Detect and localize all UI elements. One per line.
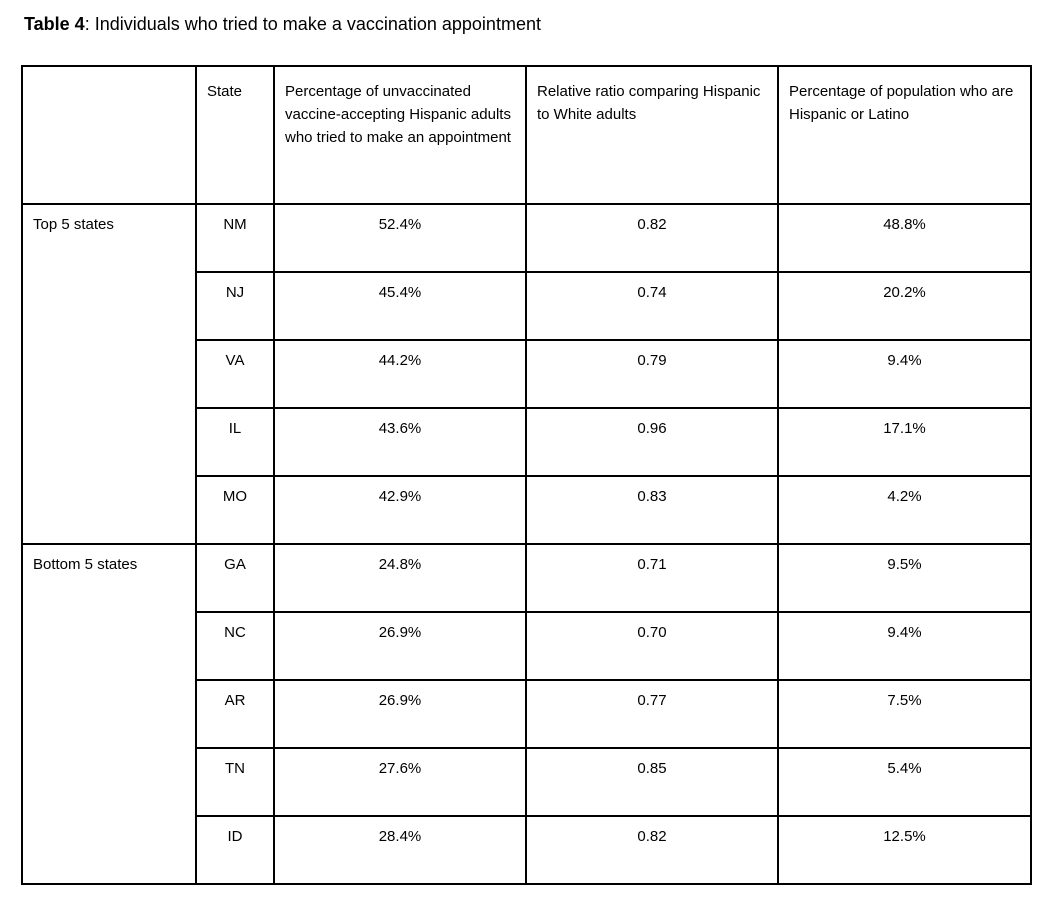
state-cell: VA [195, 339, 275, 409]
header-cell-state: State [195, 65, 275, 205]
state-cell: ID [195, 815, 275, 885]
ratio-cell: 0.83 [525, 475, 779, 545]
table-body: Top 5 states NM 52.4% 0.82 48.8% NJ 45.4… [21, 203, 1032, 885]
pct-tried-cell: 28.4% [273, 815, 527, 885]
header-cell-pct-population: Percentage of population who are Hispani… [777, 65, 1032, 205]
table-row: MO 42.9% 0.83 4.2% [22, 475, 1032, 545]
ratio-cell: 0.82 [525, 203, 779, 273]
page-title: Table 4: Individuals who tried to make a… [24, 13, 1064, 35]
ratio-cell: 0.85 [525, 747, 779, 817]
ratio-cell: 0.70 [525, 611, 779, 681]
pct-population-cell: 9.4% [777, 611, 1032, 681]
state-cell: NJ [195, 271, 275, 341]
document-page: Table 4: Individuals who tried to make a… [21, 13, 1064, 885]
header-cell-group [21, 65, 197, 205]
pct-population-cell: 48.8% [777, 203, 1032, 273]
table-row: NJ 45.4% 0.74 20.2% [22, 271, 1032, 341]
header-cell-pct-tried: Percentage of unvaccinated vaccine-accep… [273, 65, 527, 205]
pct-population-cell: 17.1% [777, 407, 1032, 477]
table-row: ID 28.4% 0.82 12.5% [22, 815, 1032, 885]
state-cell: NM [195, 203, 275, 273]
pct-population-cell: 9.5% [777, 543, 1032, 613]
table-row: AR 26.9% 0.77 7.5% [22, 679, 1032, 749]
ratio-cell: 0.96 [525, 407, 779, 477]
table-row: NC 26.9% 0.70 9.4% [22, 611, 1032, 681]
table-header: State Percentage of unvaccinated vaccine… [21, 65, 1032, 205]
pct-population-cell: 12.5% [777, 815, 1032, 885]
table-row: VA 44.2% 0.79 9.4% [22, 339, 1032, 409]
pct-tried-cell: 24.8% [273, 543, 527, 613]
ratio-cell: 0.77 [525, 679, 779, 749]
ratio-cell: 0.79 [525, 339, 779, 409]
state-cell: AR [195, 679, 275, 749]
table-row: Bottom 5 states GA 24.8% 0.71 9.5% [21, 543, 1032, 885]
group-label-top-5-states: Top 5 states [21, 203, 197, 545]
table-row: TN 27.6% 0.85 5.4% [22, 747, 1032, 817]
pct-tried-cell: 44.2% [273, 339, 527, 409]
pct-tried-cell: 43.6% [273, 407, 527, 477]
vaccination-appointment-table: State Percentage of unvaccinated vaccine… [21, 65, 1032, 885]
pct-tried-cell: 26.9% [273, 611, 527, 681]
pct-tried-cell: 27.6% [273, 747, 527, 817]
pct-tried-cell: 52.4% [273, 203, 527, 273]
group-label-bottom-5-states: Bottom 5 states [21, 543, 197, 885]
table-row: IL 43.6% 0.96 17.1% [22, 407, 1032, 477]
header-cell-ratio: Relative ratio comparing Hispanic to Whi… [525, 65, 779, 205]
pct-population-cell: 7.5% [777, 679, 1032, 749]
pct-population-cell: 9.4% [777, 339, 1032, 409]
state-cell: GA [195, 543, 275, 613]
state-cell: IL [195, 407, 275, 477]
header-row: State Percentage of unvaccinated vaccine… [21, 65, 1032, 205]
ratio-cell: 0.71 [525, 543, 779, 613]
state-cell: TN [195, 747, 275, 817]
state-cell: MO [195, 475, 275, 545]
state-cell: NC [195, 611, 275, 681]
pct-tried-cell: 26.9% [273, 679, 527, 749]
pct-tried-cell: 42.9% [273, 475, 527, 545]
pct-population-cell: 20.2% [777, 271, 1032, 341]
pct-population-cell: 4.2% [777, 475, 1032, 545]
table-number-label: Table 4 [24, 14, 85, 34]
table-row: Top 5 states NM 52.4% 0.82 48.8% [21, 203, 1032, 545]
ratio-cell: 0.74 [525, 271, 779, 341]
table-title-text: : Individuals who tried to make a vaccin… [84, 14, 541, 34]
pct-population-cell: 5.4% [777, 747, 1032, 817]
pct-tried-cell: 45.4% [273, 271, 527, 341]
ratio-cell: 0.82 [525, 815, 779, 885]
